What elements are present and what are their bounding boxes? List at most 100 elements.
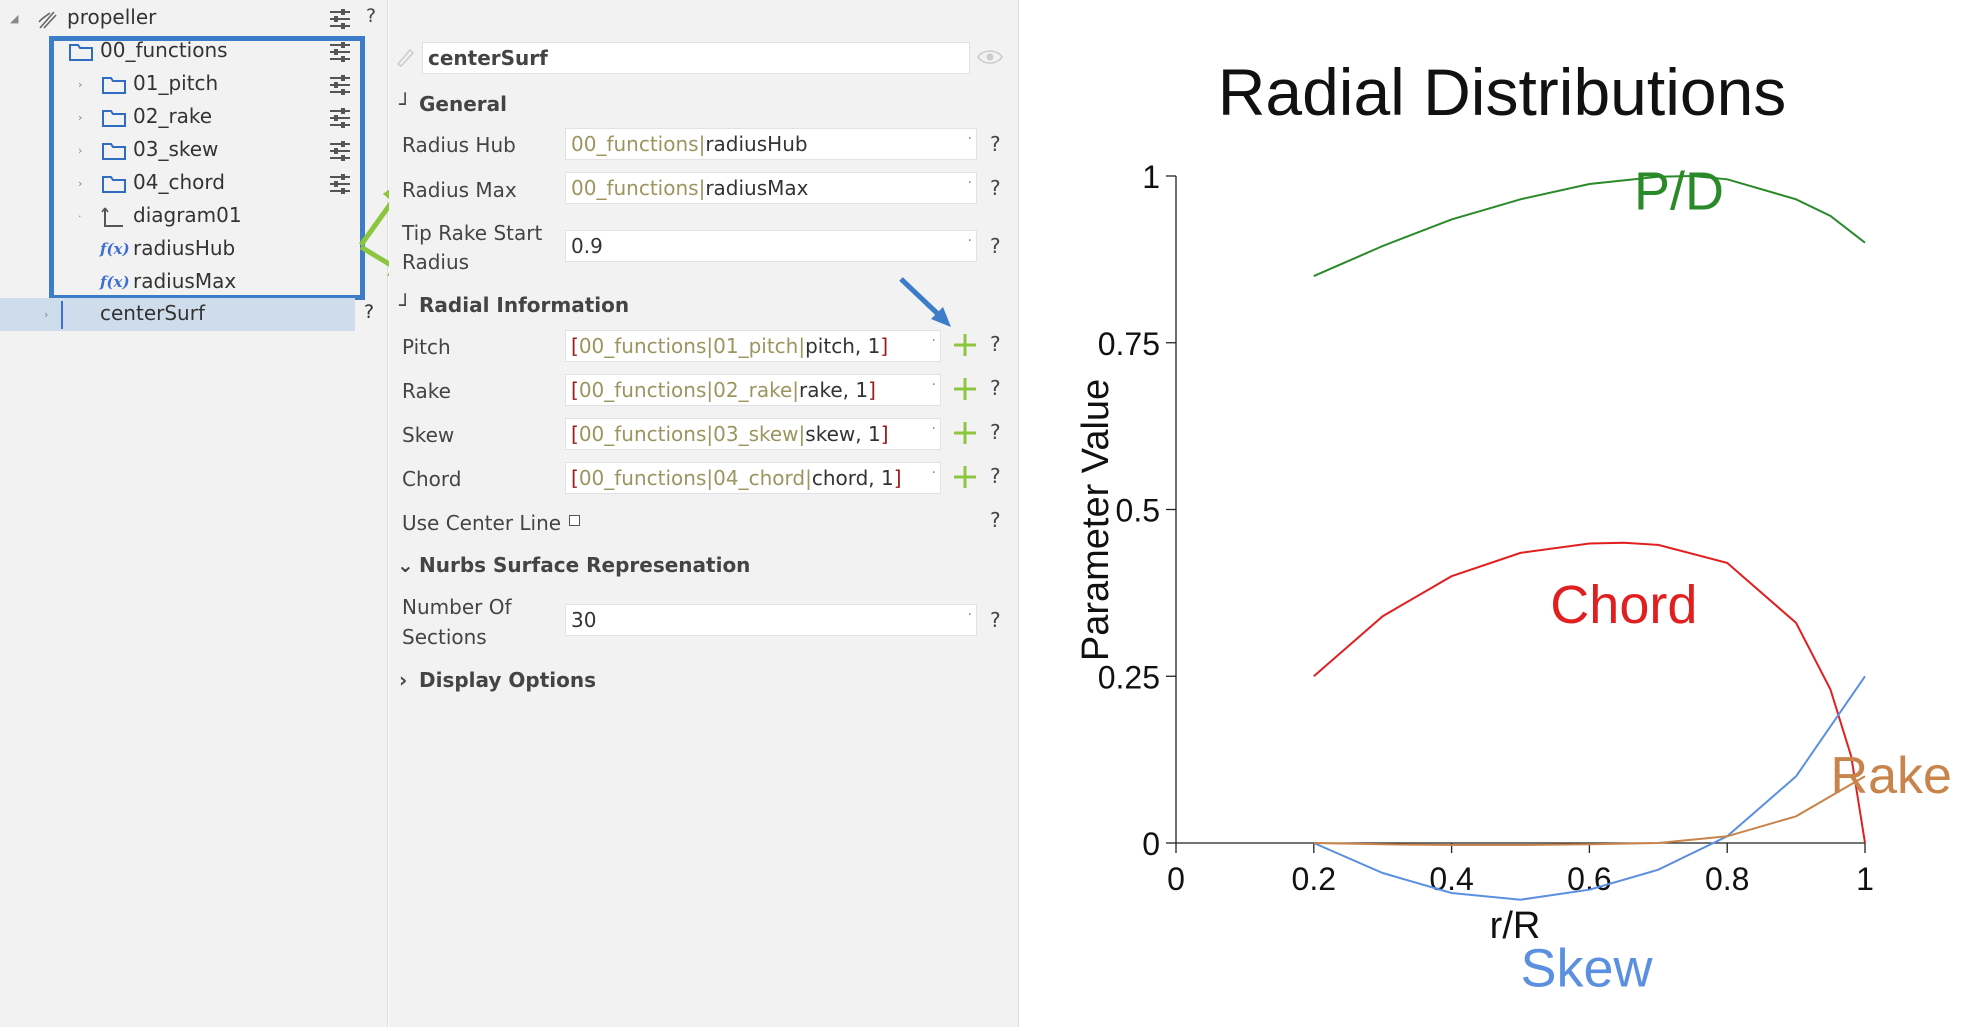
section-display-options[interactable]: Display Options: [419, 668, 597, 692]
sliders-icon[interactable]: [328, 7, 352, 36]
dropdown-icon[interactable]: ·: [931, 465, 936, 481]
section-nurbs[interactable]: Nurbs Surface Represenation: [419, 553, 751, 577]
sections-field[interactable]: 30 ·: [565, 604, 977, 636]
series: P/D Chord Skew Rake: [1313, 161, 1952, 998]
tree-item-00-functions[interactable]: 00_functions: [0, 35, 388, 68]
expand-icon[interactable]: ›: [78, 111, 83, 124]
ref-sep: |: [706, 378, 714, 402]
expand-icon[interactable]: ›: [78, 78, 83, 91]
series-label: Rake: [1831, 747, 1952, 805]
help-icon[interactable]: ?: [990, 234, 1001, 258]
ref-folder: 00_functions: [571, 176, 699, 200]
tree-item-01-pitch[interactable]: › 01_pitch: [0, 68, 388, 101]
radial-pitch-field[interactable]: [00_functions|01_pitch|pitch, 1] ·: [565, 330, 941, 362]
help-icon[interactable]: ?: [990, 464, 1001, 488]
sliders-icon[interactable]: [328, 73, 352, 102]
tree-item-diagram01[interactable]: · diagram01: [0, 200, 388, 233]
add-icon[interactable]: [952, 332, 978, 358]
help-icon[interactable]: ?: [990, 332, 1001, 356]
tree-item-02-rake[interactable]: › 02_rake: [0, 101, 388, 134]
y-tick-label: 0.25: [1098, 659, 1160, 695]
tree-item-03-skew[interactable]: › 03_skew: [0, 134, 388, 167]
series-line-rake: [1313, 775, 1866, 846]
chevron-right-icon[interactable]: ›: [399, 668, 408, 692]
properties-panel: centerSurf ┘ General Radius Hub 00_funct…: [389, 0, 1019, 1027]
help-icon[interactable]: ?: [990, 608, 1001, 632]
tree-item-04-chord[interactable]: › 04_chord: [0, 167, 388, 200]
ref-sep: |: [805, 466, 812, 490]
collapse-icon[interactable]: ◢: [10, 12, 19, 25]
help-icon[interactable]: ?: [366, 5, 377, 27]
section-general[interactable]: General: [419, 92, 507, 116]
collapse-icon[interactable]: ┘: [399, 293, 412, 317]
add-icon[interactable]: [952, 420, 978, 446]
radial-rake-field[interactable]: [00_functions|02_rake|rake, 1] ·: [565, 374, 941, 406]
expand-icon[interactable]: ›: [78, 144, 83, 157]
field-value: 30: [571, 608, 597, 632]
expand-icon[interactable]: ›: [78, 177, 83, 190]
tree-item-label: 00_functions: [100, 38, 228, 62]
dropdown-icon[interactable]: ·: [967, 175, 972, 191]
radius-max-field[interactable]: 00_functions|radiusMax ·: [565, 172, 977, 204]
ref-folder: 00_functions: [578, 378, 707, 402]
ref-sep: |: [798, 334, 806, 358]
y-tick-label: 1: [1142, 159, 1160, 195]
help-icon[interactable]: ?: [990, 132, 1001, 156]
sliders-icon[interactable]: [328, 40, 352, 69]
dropdown-icon[interactable]: ·: [931, 377, 936, 393]
center-line-checkbox[interactable]: [569, 515, 580, 526]
radius-hub-field[interactable]: 00_functions|radiusHub ·: [565, 128, 977, 160]
ref-value: skew, 1: [805, 422, 881, 446]
expand-icon[interactable]: ·: [78, 210, 82, 223]
radius-max-label: Radius Max: [402, 178, 517, 202]
add-icon[interactable]: [952, 464, 978, 490]
dropdown-icon[interactable]: ·: [967, 233, 972, 249]
tree-item-centersurf[interactable]: › centerSurf: [0, 298, 355, 331]
sliders-icon[interactable]: [328, 139, 352, 168]
name-field[interactable]: centerSurf: [422, 42, 970, 74]
chevron-down-icon[interactable]: ⌄: [397, 553, 414, 577]
expand-icon[interactable]: ›: [44, 308, 49, 321]
series-label: P/D: [1634, 161, 1724, 221]
collapse-icon[interactable]: ┘: [399, 92, 412, 116]
ref-value: pitch, 1: [805, 334, 881, 358]
tree-item-radiushub[interactable]: f(x) radiusHub: [0, 233, 388, 266]
sliders-icon[interactable]: [328, 172, 352, 201]
help-icon[interactable]: ?: [990, 176, 1001, 200]
help-icon[interactable]: ?: [990, 508, 1001, 532]
y-tick-label: 0: [1142, 826, 1160, 862]
folder-icon: [101, 173, 127, 200]
ref-sub: 04_chord: [713, 466, 806, 490]
radial-skew-field[interactable]: [00_functions|03_skew|skew, 1] ·: [565, 418, 941, 450]
ref-value: chord, 1: [811, 466, 894, 490]
tree-item-label: diagram01: [133, 203, 242, 227]
ref-value: rake, 1: [799, 378, 869, 402]
help-icon[interactable]: ?: [990, 376, 1001, 400]
tree-item-radiusmax[interactable]: f(x) radiusMax: [0, 266, 388, 299]
bracket: [: [571, 422, 579, 446]
ref-value: radiusHub: [705, 132, 808, 156]
section-radial-information[interactable]: Radial Information: [419, 293, 630, 317]
dropdown-icon[interactable]: ·: [931, 421, 936, 437]
ref-value: radiusMax: [705, 176, 809, 200]
dropdown-icon[interactable]: ·: [967, 607, 972, 623]
ref-sub: 02_rake: [713, 378, 793, 402]
dropdown-icon[interactable]: ·: [931, 333, 936, 349]
y-tick-label: 0.75: [1098, 326, 1160, 362]
add-icon[interactable]: [952, 376, 978, 402]
eye-icon[interactable]: [977, 48, 1003, 70]
sliders-icon[interactable]: [328, 106, 352, 135]
dropdown-icon[interactable]: ·: [967, 131, 972, 147]
chart-title: Radial Distributions: [1218, 55, 1787, 129]
radial-chord-field[interactable]: [00_functions|04_chord|chord, 1] ·: [565, 462, 941, 494]
help-icon[interactable]: ?: [364, 301, 375, 323]
bracket: [: [571, 466, 579, 490]
tip-rake-field[interactable]: 0.9 ·: [565, 230, 977, 262]
tree-item-propeller[interactable]: ◢ propeller ?: [0, 2, 388, 35]
help-icon[interactable]: ?: [990, 420, 1001, 444]
object-icon: [394, 46, 416, 72]
axes-icon: [101, 206, 125, 235]
field-value: 0.9: [571, 234, 603, 258]
series-line-chord: [1313, 541, 1866, 844]
